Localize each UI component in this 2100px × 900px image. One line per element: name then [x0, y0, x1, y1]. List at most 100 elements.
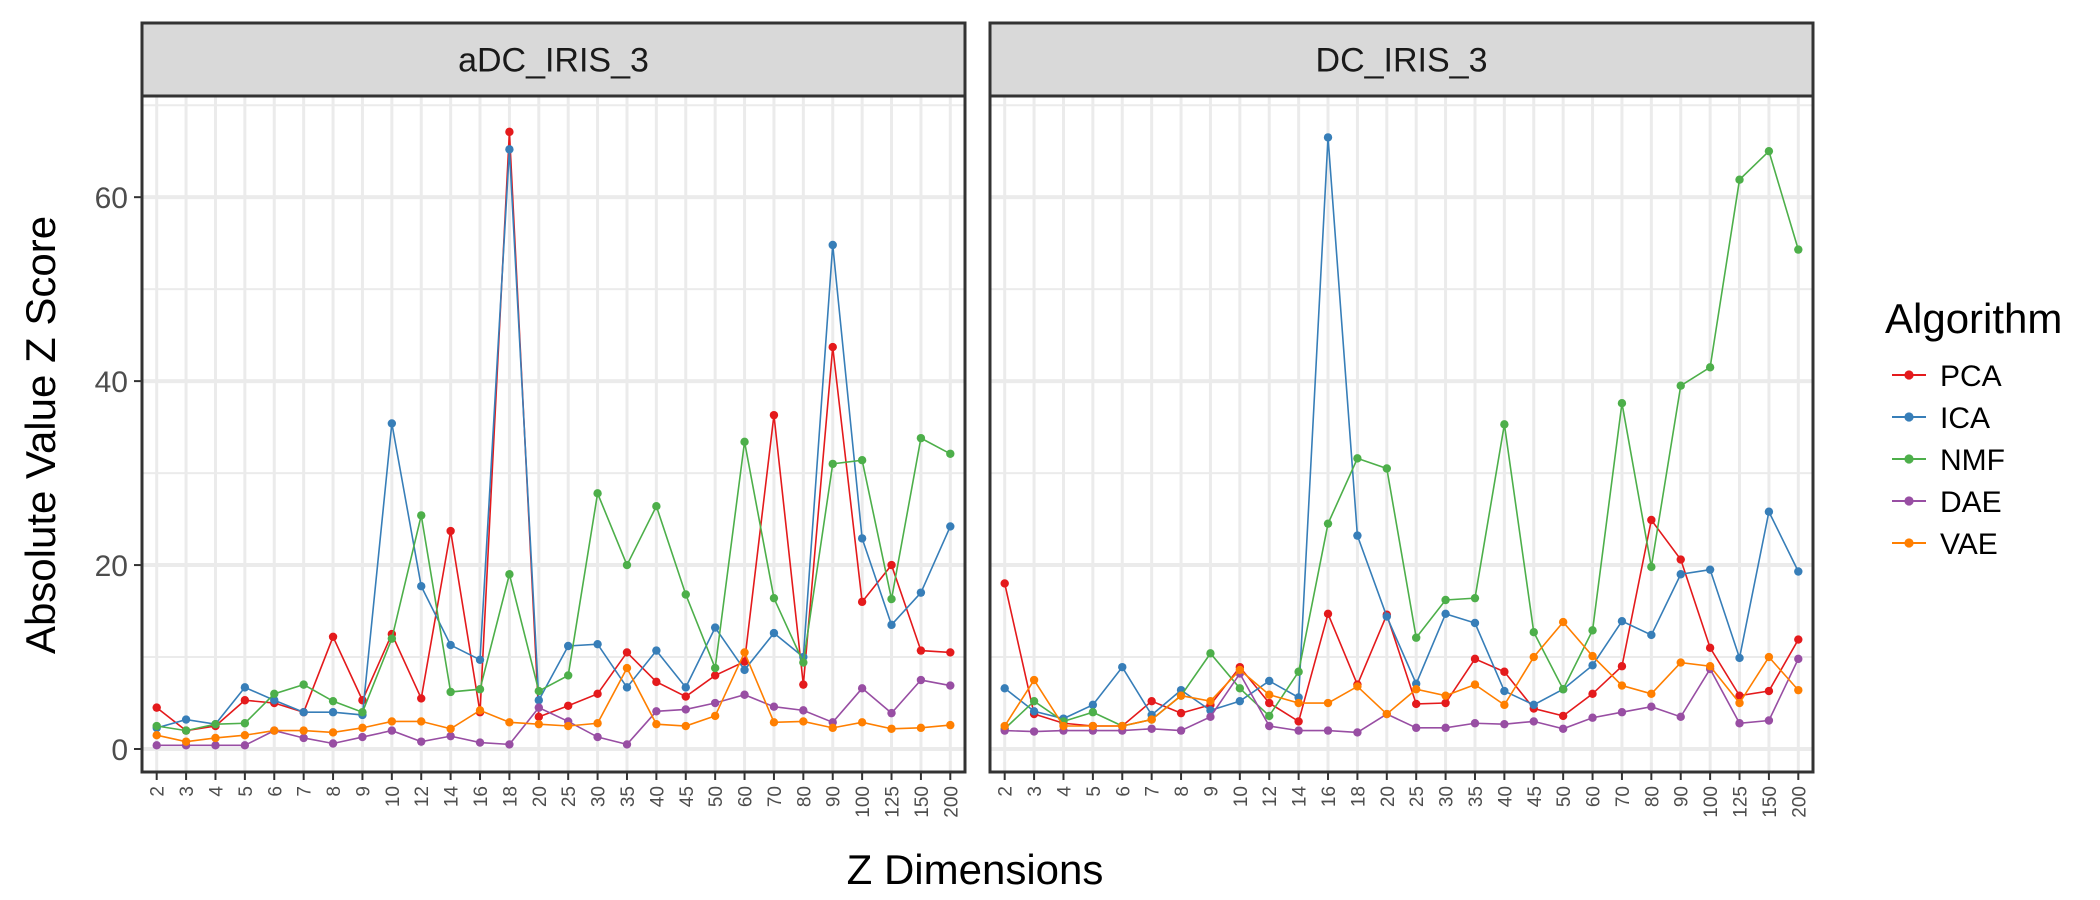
data-point	[505, 145, 514, 154]
data-point	[1265, 711, 1274, 721]
data-point	[593, 639, 602, 649]
data-point	[652, 646, 661, 655]
data-point	[1794, 245, 1803, 254]
x-tick-label: 8	[1172, 786, 1193, 797]
data-point	[681, 590, 690, 599]
data-point	[1735, 698, 1744, 708]
data-point	[1529, 628, 1538, 637]
data-point	[358, 708, 367, 717]
data-point	[1617, 616, 1627, 626]
data-point	[622, 648, 632, 657]
x-tick-label: 45	[1525, 786, 1546, 807]
panel-1: aDC_IRIS_32 3 4 5 6 7 8 9 10 12 14 16 18 20 25 30 35 40 45…	[95, 21, 967, 818]
panel-strip	[140, 21, 967, 98]
x-tick-label: 30	[1437, 786, 1458, 807]
data-point	[446, 640, 455, 650]
data-point	[652, 677, 661, 687]
data-point	[740, 665, 749, 675]
x-tick-label: 60	[736, 786, 757, 807]
data-point	[387, 634, 397, 643]
data-point	[769, 628, 779, 638]
data-point	[240, 741, 250, 750]
data-point	[299, 708, 308, 717]
data-point	[1764, 686, 1774, 696]
data-point	[1470, 680, 1480, 689]
y-axis-title: Absolute Value Z Score	[17, 216, 64, 654]
data-point	[1353, 682, 1362, 691]
data-point	[152, 741, 161, 750]
panel-2: DC_IRIS_32 3 4 5 6 7 8 9 10 12 14 16 18 20 25 30 35 40 45 5…	[988, 21, 1815, 818]
x-tick-label: 40	[647, 786, 668, 807]
data-point	[1735, 653, 1744, 663]
data-point	[1118, 662, 1127, 672]
data-point	[1088, 708, 1098, 717]
x-tick-label: 150	[1760, 786, 1781, 818]
data-point	[534, 712, 544, 722]
data-point	[1323, 133, 1333, 142]
data-point	[1705, 363, 1715, 372]
data-point	[563, 701, 573, 710]
data-point	[1323, 519, 1333, 528]
plot-area	[142, 96, 965, 772]
data-point	[1441, 698, 1450, 708]
data-point	[181, 737, 191, 746]
data-point	[387, 726, 397, 735]
x-tick-label: 40	[1495, 786, 1516, 807]
legend-key-point	[1904, 454, 1914, 464]
panel-border	[988, 94, 1815, 774]
x-tick-label: 100	[1701, 786, 1722, 818]
data-point	[505, 740, 514, 749]
x-tick-label: 150	[912, 786, 933, 818]
data-point	[946, 522, 955, 531]
data-point	[1294, 667, 1303, 676]
data-point	[1382, 464, 1392, 473]
data-point	[681, 683, 690, 692]
data-point	[593, 732, 602, 742]
data-point	[769, 410, 779, 420]
y-axis-ticks: 0 20 40 60	[95, 182, 142, 767]
data-point	[1206, 696, 1215, 706]
data-point	[1441, 691, 1450, 700]
data-point	[475, 738, 485, 747]
data-point	[1470, 618, 1480, 628]
data-point	[211, 733, 220, 743]
data-point	[417, 737, 426, 746]
data-point	[1529, 700, 1538, 710]
data-point	[1705, 643, 1715, 653]
data-point	[652, 719, 661, 729]
data-point	[1088, 721, 1098, 731]
data-point	[1441, 723, 1450, 733]
data-point	[857, 684, 867, 693]
data-point	[1764, 652, 1774, 662]
data-point	[1029, 707, 1039, 716]
data-point	[1558, 711, 1568, 721]
data-point	[270, 726, 279, 735]
data-point	[828, 342, 837, 352]
data-point	[1176, 691, 1186, 700]
data-point	[1294, 717, 1303, 726]
data-point	[152, 703, 161, 712]
data-point	[181, 726, 191, 735]
x-tick-label: 90	[1672, 786, 1693, 807]
x-tick-label: 16	[471, 786, 492, 807]
x-tick-label: 20	[530, 786, 551, 807]
data-point	[828, 240, 837, 250]
data-point	[916, 723, 926, 733]
data-point	[505, 127, 514, 137]
data-point	[710, 711, 720, 721]
data-point	[270, 689, 279, 699]
data-point	[946, 720, 955, 730]
data-point	[1441, 609, 1450, 619]
data-point	[593, 719, 602, 728]
data-point	[857, 718, 867, 727]
data-point	[1176, 726, 1186, 735]
y-tick-label: 40	[95, 366, 128, 399]
data-point	[946, 681, 955, 690]
legend-title: Algorithm	[1885, 295, 2062, 342]
data-point	[769, 593, 779, 603]
x-tick-label: 8	[324, 786, 345, 797]
data-point	[828, 459, 837, 469]
data-point	[475, 655, 485, 664]
data-point	[387, 419, 397, 428]
